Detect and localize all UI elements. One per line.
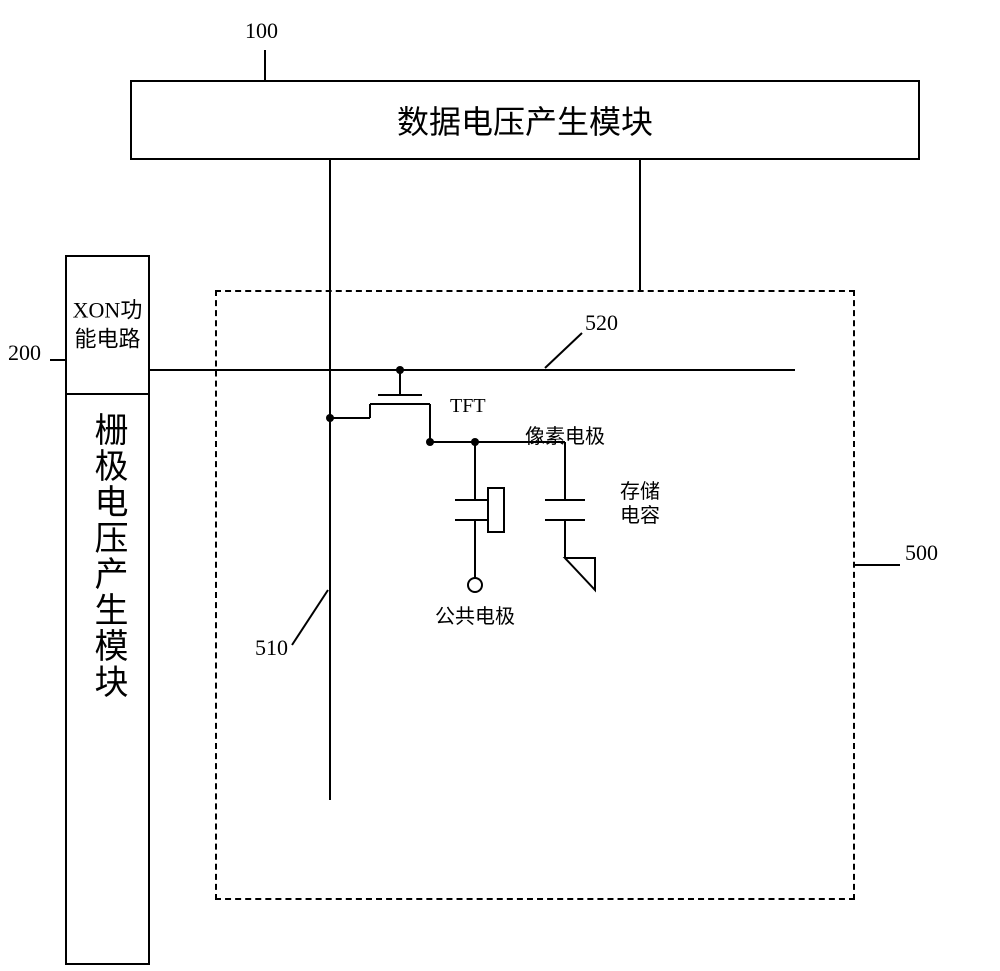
- diagram-canvas: 数据电压产生模块 XON功能电路 栅极电压产生模块 100 200 500 51…: [0, 0, 1000, 971]
- circuit-svg: [0, 0, 1000, 971]
